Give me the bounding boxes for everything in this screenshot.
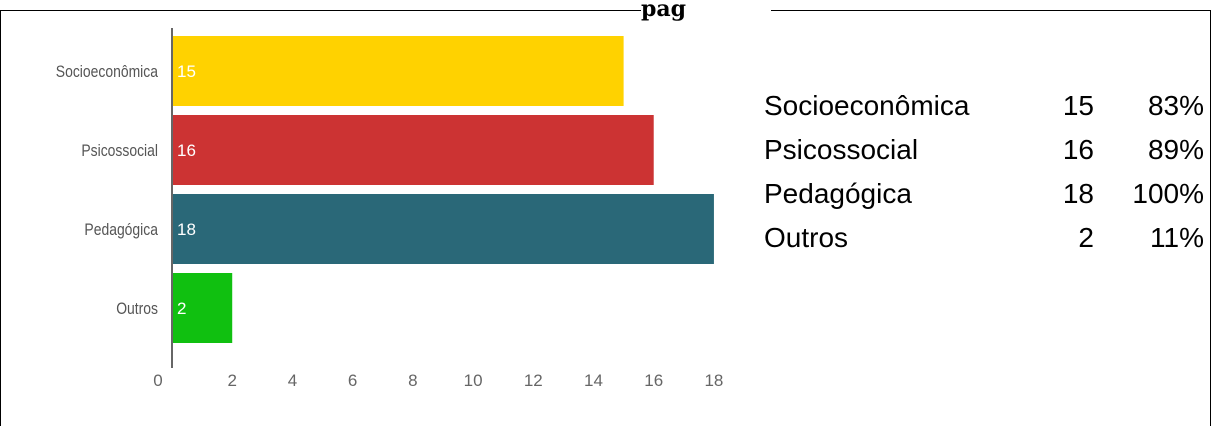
summary-count: 15 (1062, 90, 1094, 121)
summary-count: 2 (1078, 222, 1094, 253)
bar-data-label: 16 (177, 141, 196, 160)
x-tick-label: 18 (704, 371, 723, 390)
summary-row: Socioeconômica 15 83% (764, 84, 1204, 128)
summary-row: Pedagógica 18 100% (764, 172, 1204, 216)
summary-count: 16 (1062, 134, 1094, 165)
summary-percent: 100% (1132, 178, 1204, 209)
bar (172, 115, 654, 185)
summary-percent: 11% (1150, 222, 1204, 253)
category-label: Outros (116, 300, 158, 319)
x-tick-label: 0 (153, 371, 162, 390)
x-tick-label: 10 (464, 371, 483, 390)
summary-row: Psicossocial 16 89% (764, 128, 1204, 172)
x-tick-label: 8 (408, 371, 417, 390)
bar (172, 194, 714, 264)
x-tick-label: 6 (348, 371, 357, 390)
summary-category: Pedagógica (764, 178, 912, 209)
summary-percent: 89% (1147, 134, 1204, 165)
x-tick-label: 16 (644, 371, 663, 390)
x-tick-label: 14 (584, 371, 603, 390)
summary-table: Socioeconômica 15 83% Psicossocial 16 89… (764, 84, 1204, 260)
category-label: Psicossocial (81, 142, 158, 161)
summary-row: Outros 2 11% (764, 216, 1204, 260)
bar (172, 36, 624, 106)
bar-chart: 15 Socioeconômica 16 Psicossocial 18 Pedagógi… (56, 28, 723, 390)
bar-data-label: 2 (177, 299, 186, 318)
bar-data-label: 15 (177, 62, 196, 81)
summary-count: 18 (1062, 178, 1094, 209)
bar-data-label: 18 (177, 220, 196, 239)
summary-category: Outros (764, 222, 849, 253)
x-tick-label: 2 (227, 371, 236, 390)
summary-category: Psicossocial (764, 134, 919, 165)
x-tick-label: 4 (288, 371, 297, 390)
summary-percent: 83% (1147, 90, 1204, 121)
category-label: Pedagógica (84, 221, 158, 240)
x-tick-label: 12 (524, 371, 543, 390)
bar (172, 273, 233, 343)
figure-title-fragment: pag (641, 0, 771, 21)
summary-category: Socioeconômica (764, 90, 970, 121)
category-label: Socioeconômica (56, 63, 159, 82)
